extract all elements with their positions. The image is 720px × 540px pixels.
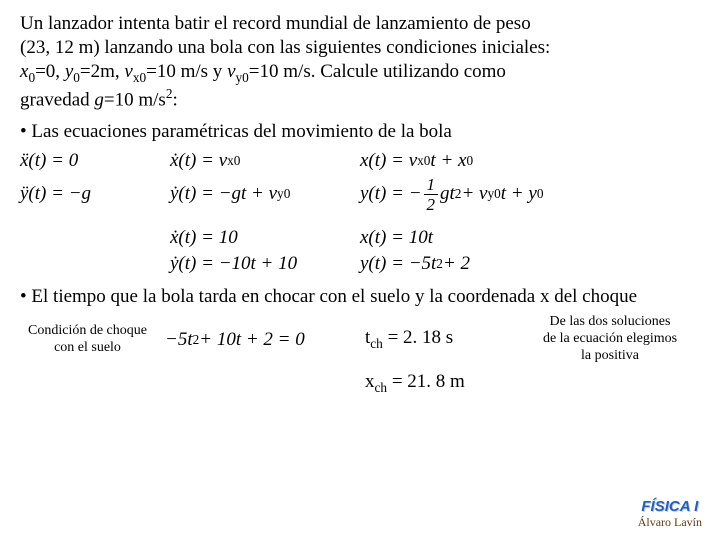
line4-g: g bbox=[94, 89, 104, 110]
cond-vx-sub: x0 bbox=[133, 69, 146, 84]
problem-line1: Un lanzador intenta batir el record mund… bbox=[20, 13, 531, 34]
impact-equation: −5t2 + 10t + 2 = 0 bbox=[165, 329, 355, 351]
eq-ay: ÿ(t) = −g bbox=[20, 183, 170, 205]
eq-y-num: y(t) = −5t2 + 2 bbox=[360, 253, 620, 275]
cond-x0-val: =0, bbox=[35, 61, 65, 82]
line4-b: =10 m/s bbox=[104, 89, 166, 110]
impact-note: De las dos solucionesde la ecuación eleg… bbox=[525, 314, 695, 364]
logo-author: Álvaro Lavín bbox=[638, 515, 702, 530]
cond-vx-var: v bbox=[124, 61, 132, 82]
eq-x-num: x(t) = 10t bbox=[360, 227, 620, 249]
eq-vy-num: ẏ(t) = −10t + 10 bbox=[170, 253, 360, 275]
eq-vy: ẏ(t) = −gt + vy0 bbox=[170, 183, 360, 205]
line4-a: gravedad bbox=[20, 89, 94, 110]
logo: FÍSICA I Álvaro Lavín bbox=[638, 498, 702, 530]
eq-y: y(t) = − 12 gt2 + vy0t + y0 bbox=[360, 176, 660, 213]
bullet-impact: • El tiempo que la bola tarda en chocar … bbox=[20, 285, 700, 309]
eq-x: x(t) = vx0t + x0 bbox=[360, 150, 620, 172]
impact-xch: xch = 21. 8 m bbox=[365, 371, 515, 396]
cond-vx-val: =10 m/s y bbox=[146, 61, 227, 82]
cond-y0-var: y bbox=[65, 61, 73, 82]
line4-c: : bbox=[172, 89, 177, 110]
bullet-parametric: • Las ecuaciones paramétricas del movimi… bbox=[20, 120, 700, 144]
impact-cond-label: Condición de choquecon el suelo bbox=[20, 323, 155, 357]
eq-vx-num: ẋ(t) = 10 bbox=[170, 227, 360, 249]
problem-line2: (23, 12 m) lanzando una bola con las sig… bbox=[20, 37, 550, 58]
logo-title: FÍSICA I bbox=[638, 498, 702, 515]
eq-vx: ẋ(t) = vx0 bbox=[170, 150, 360, 172]
cond-y0-val: =2m, bbox=[80, 61, 125, 82]
cond-y0-sub: 0 bbox=[73, 69, 80, 84]
eq-ax: ẍ(t) = 0 bbox=[20, 150, 170, 172]
cond-vy-var: v bbox=[227, 61, 235, 82]
cond-vy-sub: y0 bbox=[236, 69, 249, 84]
impact-tch: tch = 2. 18 s bbox=[365, 327, 515, 352]
cond-vy-val: =10 m/s. Calcule utilizando como bbox=[249, 61, 506, 82]
